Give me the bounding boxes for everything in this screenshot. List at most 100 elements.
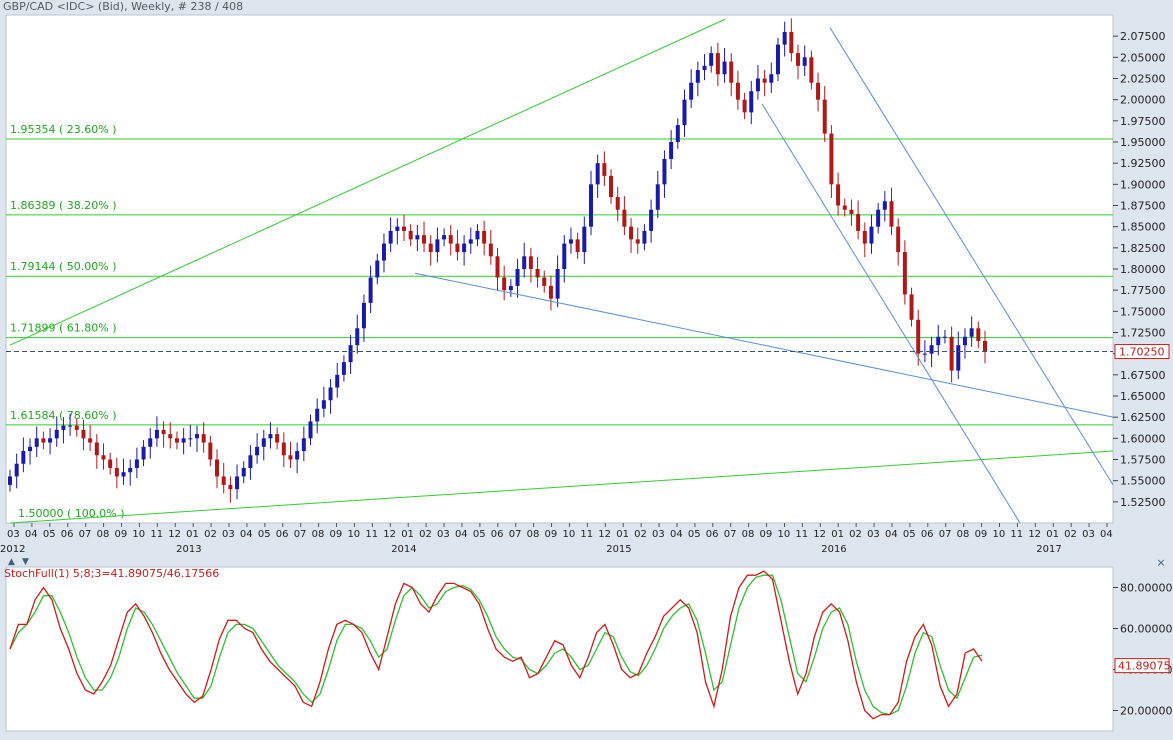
x-tick-label: 06 <box>921 529 934 540</box>
year-label: 2015 <box>606 544 631 555</box>
candle-body <box>108 459 113 468</box>
candle-body <box>208 442 213 460</box>
close-icon[interactable]: × <box>1156 556 1166 569</box>
stoch-y-tick-label: 20.00000 <box>1120 705 1173 718</box>
x-tick-label: 11 <box>365 529 378 540</box>
candle-body <box>809 57 814 83</box>
y-tick-label: 1.75000 <box>1120 305 1166 318</box>
x-tick-label: 02 <box>419 529 432 540</box>
candle-body <box>281 442 286 456</box>
candle-body <box>141 446 146 460</box>
x-tick-label: 10 <box>132 529 145 540</box>
candle-body <box>682 99 687 126</box>
x-tick-label: 10 <box>992 529 1005 540</box>
fib-level-label: 1.61584 ( 78.60% ) <box>10 409 117 422</box>
stoch-y-tick-label: 60.00000 <box>1120 623 1173 636</box>
candle-body <box>582 226 587 253</box>
candle-body <box>588 184 593 227</box>
scroll-down-icon[interactable]: ▼ <box>22 557 29 567</box>
candle-body <box>735 82 740 100</box>
x-tick-label: 03 <box>867 529 880 540</box>
fib-level-label: 1.79144 ( 50.00% ) <box>10 260 117 273</box>
channel-line <box>829 27 1114 486</box>
candle-body <box>88 438 93 443</box>
stoch-plot-area <box>5 566 1114 732</box>
x-tick-label: 06 <box>61 529 74 540</box>
x-tick-label: 08 <box>957 529 970 540</box>
x-tick-label: 04 <box>455 529 468 540</box>
y-tick-label: 1.92500 <box>1120 157 1166 170</box>
candle-body <box>462 243 467 253</box>
scroll-up-icon[interactable]: ▲ <box>8 557 15 567</box>
candle-body <box>762 78 767 83</box>
x-tick-label: 12 <box>813 529 826 540</box>
candle-body <box>74 425 79 430</box>
candle-body <box>275 434 280 443</box>
candle-body <box>54 429 59 439</box>
candle-body <box>194 434 199 439</box>
candle-body <box>675 125 680 142</box>
current-price-tag <box>1114 344 1170 360</box>
candle-body <box>755 78 760 92</box>
x-tick-label: 08 <box>527 529 540 540</box>
chart-title: GBP/CAD <IDC> (Bid), Weekly, # 238 / 408 <box>3 0 244 13</box>
y-tick-label: 1.80000 <box>1120 263 1166 276</box>
candle-body <box>154 429 159 439</box>
candle-body <box>495 256 500 278</box>
y-tick-label: 1.77500 <box>1120 284 1166 297</box>
x-tick-label: 01 <box>186 529 199 540</box>
x-tick-label: 12 <box>168 529 181 540</box>
candle-body <box>81 429 86 439</box>
candle-body <box>983 340 987 352</box>
x-tick-label: 07 <box>79 529 92 540</box>
candle-body <box>348 345 353 363</box>
candle-body <box>48 438 53 443</box>
x-tick-label: 05 <box>43 529 56 540</box>
candle-body <box>448 235 453 244</box>
candle-body <box>181 438 186 443</box>
candle-body <box>749 91 754 113</box>
year-label: 2014 <box>391 544 416 555</box>
y-tick-label: 1.65000 <box>1120 390 1166 403</box>
candle-body <box>722 61 727 75</box>
candle-body <box>789 31 794 54</box>
candle-body <box>28 446 33 452</box>
candle-body <box>321 400 326 409</box>
x-tick-label: 06 <box>276 529 289 540</box>
candle-body <box>488 243 493 257</box>
candle-body <box>649 209 654 231</box>
y-tick-label: 2.02500 <box>1120 73 1166 86</box>
candle-body <box>562 243 567 269</box>
x-tick-label: 04 <box>885 529 898 540</box>
candle-body <box>775 44 780 75</box>
candle-body <box>702 65 707 71</box>
x-tick-label: 03 <box>437 529 450 540</box>
candle-body <box>522 256 527 269</box>
stoch-d-line <box>9 574 983 716</box>
fib-level-label: 1.71899 ( 61.80% ) <box>10 322 117 335</box>
x-tick-label: 08 <box>742 529 755 540</box>
candle-body <box>502 277 507 291</box>
x-tick-label: 06 <box>706 529 719 540</box>
candle-body <box>535 269 540 278</box>
candle-body <box>21 451 26 464</box>
x-tick-label: 09 <box>330 529 343 540</box>
candle-body <box>629 226 634 240</box>
candle-body <box>161 429 166 435</box>
candle-body <box>455 243 460 253</box>
candle-body <box>956 345 961 371</box>
x-tick-label: 03 <box>222 529 235 540</box>
x-tick-label: 10 <box>777 529 790 540</box>
candle-body <box>308 421 313 439</box>
x-tick-label: 03 <box>1082 529 1095 540</box>
x-tick-label: 05 <box>258 529 271 540</box>
candle-body <box>842 205 847 210</box>
candle-body <box>34 438 39 447</box>
candle-body <box>929 345 934 354</box>
year-label: 2012 <box>0 544 25 555</box>
x-tick-label: 12 <box>598 529 611 540</box>
candle-body <box>936 336 941 346</box>
candle-body <box>902 252 907 295</box>
candle-body <box>168 434 173 439</box>
